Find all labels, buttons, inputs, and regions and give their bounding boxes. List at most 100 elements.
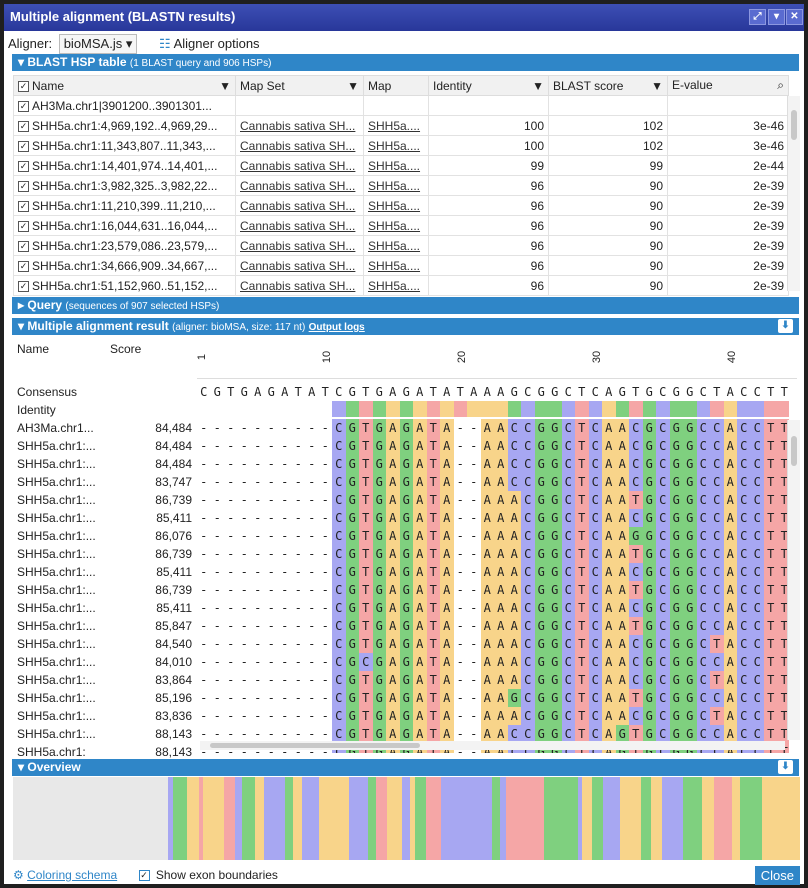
- cell-text[interactable]: SHH5a....: [368, 238, 421, 253]
- cell-text[interactable]: SHH5a....: [368, 258, 421, 273]
- table-row[interactable]: ✓ SHH5a.chr1:3,982,325..3,982,22... Cannab…: [13, 175, 789, 196]
- msa-row-name[interactable]: AH3Ma.chr1...: [17, 421, 94, 435]
- cell-text[interactable]: SHH5a....: [368, 218, 421, 233]
- cell-mapset[interactable]: Cannabis sativa SH...: [235, 275, 364, 296]
- col-evalue[interactable]: E-value ⌕: [667, 75, 789, 96]
- table-row[interactable]: ✓ SHH5a.chr1:4,969,192..4,969,29... Cannab…: [13, 115, 789, 136]
- coloring-schema-link[interactable]: Coloring schema: [27, 868, 118, 882]
- row-checkbox[interactable]: ✓: [18, 200, 29, 212]
- overview-panel-header[interactable]: ▾ Overview ⬇: [12, 759, 799, 776]
- collapse-icon[interactable]: ▾: [18, 319, 25, 333]
- msa-row-name[interactable]: SHH5a.chr1:...: [17, 619, 96, 633]
- cell-map[interactable]: SHH5a....: [363, 155, 429, 176]
- cell-text[interactable]: Cannabis sativa SH...: [240, 178, 356, 193]
- cell-text[interactable]: SHH5a....: [368, 138, 421, 153]
- hsp-scrollbar[interactable]: [787, 96, 800, 291]
- collapse-icon[interactable]: ▾: [18, 55, 25, 69]
- msa-row-name[interactable]: SHH5a.chr1:...: [17, 601, 96, 615]
- msa-panel-header[interactable]: ▾ Multiple alignment result (aligner: bi…: [12, 318, 799, 335]
- msa-row-name[interactable]: SHH5a.chr1:...: [17, 565, 96, 579]
- col-blast-score[interactable]: BLAST score ▼: [548, 75, 668, 96]
- cell-map[interactable]: SHH5a....: [363, 115, 429, 136]
- hsp-scrollbar-thumb[interactable]: [791, 110, 797, 140]
- cell-map[interactable]: SHH5a....: [363, 175, 429, 196]
- col-identity[interactable]: Identity ▼: [428, 75, 549, 96]
- coloring-schema-icon[interactable]: ⚙: [13, 868, 24, 882]
- msa-row-name[interactable]: SHH5a.chr1:...: [17, 727, 96, 741]
- msa-scrollbar-thumb[interactable]: [791, 436, 797, 466]
- cell-map[interactable]: SHH5a....: [363, 275, 429, 296]
- table-row[interactable]: ✓ SHH5a.chr1:16,044,631..16,044,... Cannab…: [13, 215, 789, 236]
- cell-text[interactable]: Cannabis sativa SH...: [240, 118, 356, 133]
- cell-text[interactable]: SHH5a....: [368, 178, 421, 193]
- msa-row-name[interactable]: SHH5a.chr1:...: [17, 637, 96, 651]
- close-icon[interactable]: ✕: [786, 9, 803, 25]
- expand-icon[interactable]: ▸: [18, 298, 25, 312]
- cell-mapset[interactable]: Cannabis sativa SH...: [235, 255, 364, 276]
- cell-mapset[interactable]: Cannabis sativa SH...: [235, 195, 364, 216]
- msa-row-name[interactable]: SHH5a.chr1:...: [17, 709, 96, 723]
- aligner-options-icon[interactable]: ☷: [159, 36, 171, 51]
- filter-icon[interactable]: ▼: [347, 78, 359, 93]
- table-row[interactable]: ✓ SHH5a.chr1:14,401,974..14,401,... Cannab…: [13, 155, 789, 176]
- msa-hscrollbar[interactable]: [200, 741, 785, 750]
- msa-row-name[interactable]: SHH5a.chr1:...: [17, 475, 96, 489]
- cell-text[interactable]: Cannabis sativa SH...: [240, 258, 356, 273]
- filter-icon[interactable]: ▼: [532, 78, 544, 93]
- cell-text[interactable]: SHH5a....: [368, 118, 421, 133]
- msa-row-name[interactable]: SHH5a.chr1:...: [17, 655, 96, 669]
- output-logs-link[interactable]: Output logs: [308, 322, 365, 333]
- msa-row-name[interactable]: SHH5a.chr1:...: [17, 511, 96, 525]
- cell-map[interactable]: SHH5a....: [363, 135, 429, 156]
- download-icon[interactable]: ⬇: [778, 760, 793, 774]
- cell-mapset[interactable]: Cannabis sativa SH...: [235, 175, 364, 196]
- title-bar[interactable]: Multiple alignment (BLASTN results) ⤢ ▾ …: [4, 4, 804, 31]
- table-row[interactable]: ✓ SHH5a.chr1:11,210,399..11,210,... Cannab…: [13, 195, 789, 216]
- col-name[interactable]: ✓ Name ▼: [13, 75, 236, 96]
- row-checkbox[interactable]: ✓: [18, 240, 29, 252]
- table-row[interactable]: ✓ AH3Ma.chr1|3901200..3901301...: [13, 95, 789, 116]
- row-checkbox[interactable]: ✓: [18, 120, 29, 132]
- msa-row-name[interactable]: SHH5a.chr1:...: [17, 673, 96, 687]
- cell-map[interactable]: SHH5a....: [363, 235, 429, 256]
- cell-mapset[interactable]: Cannabis sativa SH...: [235, 235, 364, 256]
- exon-boundaries-checkbox[interactable]: ✓: [138, 870, 150, 882]
- cell-mapset[interactable]: Cannabis sativa SH...: [235, 215, 364, 236]
- cell-mapset[interactable]: Cannabis sativa SH...: [235, 115, 364, 136]
- cell-text[interactable]: Cannabis sativa SH...: [240, 198, 356, 213]
- cell-map[interactable]: SHH5a....: [363, 195, 429, 216]
- table-row[interactable]: ✓ SHH5a.chr1:23,579,086..23,579,... Cannab…: [13, 235, 789, 256]
- row-checkbox[interactable]: ✓: [18, 280, 29, 292]
- cell-mapset[interactable]: Cannabis sativa SH...: [235, 155, 364, 176]
- chevron-down-icon[interactable]: ▾: [768, 9, 785, 25]
- collapse-icon[interactable]: ▾: [18, 760, 25, 774]
- maximize-icon[interactable]: ⤢: [749, 9, 766, 25]
- msa-row-name[interactable]: SHH5a.chr1:...: [17, 547, 96, 561]
- col-map[interactable]: Map: [363, 75, 429, 96]
- overview-minimap[interactable]: [13, 777, 800, 860]
- msa-row-name[interactable]: SHH5a.chr1:...: [17, 457, 96, 471]
- aligner-options-button[interactable]: Aligner options: [173, 36, 260, 51]
- cell-text[interactable]: SHH5a....: [368, 278, 421, 293]
- row-checkbox[interactable]: ✓: [18, 220, 29, 232]
- cell-map[interactable]: SHH5a....: [363, 215, 429, 236]
- msa-row-name[interactable]: SHH5a.chr1:...: [17, 529, 96, 543]
- filter-icon[interactable]: ▼: [651, 78, 663, 93]
- aligner-select[interactable]: bioMSA.js ▾: [58, 34, 138, 54]
- cell-text[interactable]: Cannabis sativa SH...: [240, 138, 356, 153]
- msa-scrollbar[interactable]: [787, 420, 800, 740]
- cell-text[interactable]: Cannabis sativa SH...: [240, 278, 356, 293]
- col-mapset[interactable]: Map Set ▼: [235, 75, 364, 96]
- cell-text[interactable]: SHH5a....: [368, 158, 421, 173]
- msa-row-name[interactable]: SHH5a.chr1:...: [17, 691, 96, 705]
- table-row[interactable]: ✓ SHH5a.chr1:34,666,909..34,667,... Cannab…: [13, 255, 789, 276]
- row-checkbox[interactable]: ✓: [18, 180, 29, 192]
- filter-icon[interactable]: ▼: [219, 78, 231, 93]
- row-checkbox[interactable]: ✓: [18, 160, 29, 172]
- msa-row-name[interactable]: SHH5a.chr1:...: [17, 439, 96, 453]
- cell-text[interactable]: Cannabis sativa SH...: [240, 158, 356, 173]
- cell-text[interactable]: SHH5a....: [368, 198, 421, 213]
- select-all-checkbox[interactable]: ✓: [18, 80, 29, 92]
- msa-row-name[interactable]: SHH5a.chr1:...: [17, 583, 96, 597]
